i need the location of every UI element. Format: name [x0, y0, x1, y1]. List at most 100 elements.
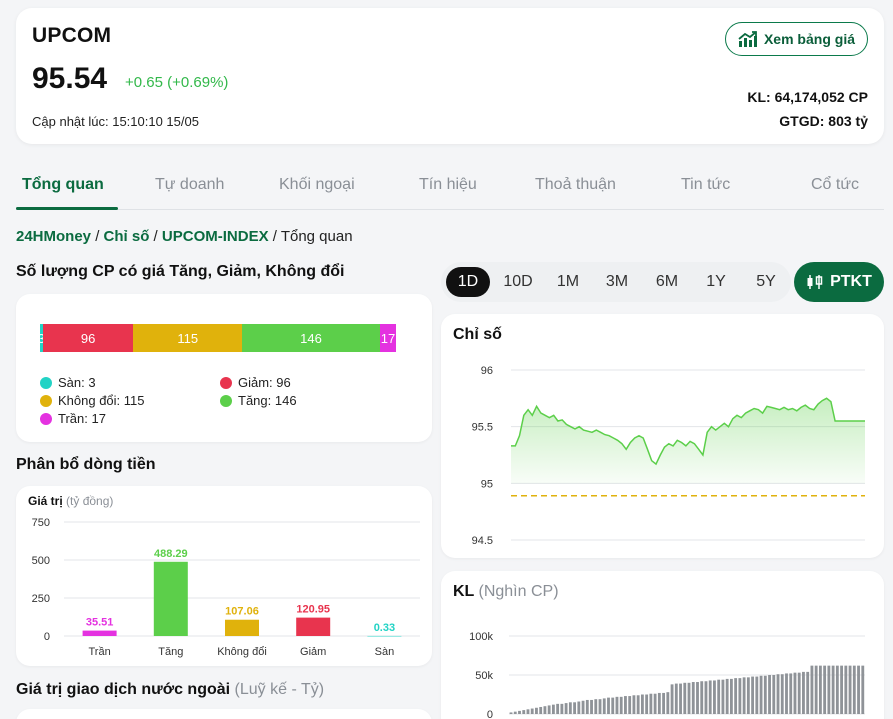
volume-chart-title-main: KL: [453, 583, 475, 600]
index-ytick-3: 96: [481, 365, 493, 377]
range-1m[interactable]: 1M: [556, 273, 580, 290]
breadcrumb: 24HMoney / Chỉ số / UPCOM-INDEX / Tổng q…: [16, 228, 353, 245]
flow-bar-1: [153, 561, 188, 636]
legend-tang-dot: [220, 394, 232, 407]
stock-count-segment-0: 3: [38, 324, 45, 352]
vol-bar-28: [628, 696, 632, 714]
vol-bar-25: [615, 696, 619, 714]
vol-bar-4: [526, 709, 530, 714]
index-price: 95.54: [32, 62, 108, 95]
index-area-fill: [511, 398, 865, 484]
legend-khong-doi-label: Không đổi: 115: [58, 393, 145, 408]
vol-bar-45: [700, 681, 704, 714]
range-3m[interactable]: 3M: [605, 273, 629, 290]
flow-ytick-3: 750: [32, 517, 50, 529]
legend-san: Sàn: 3: [40, 375, 96, 390]
stock-count-segment-1: 96: [42, 324, 134, 352]
vol-bar-3: [522, 710, 526, 714]
index-chart-card: Chỉ số 94.5 95 95.5 96: [441, 314, 884, 558]
vol-bar-82: [857, 665, 860, 714]
vol-bar-32: [645, 694, 649, 714]
vol-bar-41: [683, 682, 687, 714]
vol-ytick-0: 0: [487, 709, 493, 719]
total-value: GTGD: 803 tỷ: [779, 113, 868, 129]
range-1d[interactable]: 1D: [446, 267, 490, 297]
candlestick-icon: [807, 275, 823, 289]
index-change: +0.65 (+0.69%): [125, 74, 229, 91]
vol-bar-79: [844, 665, 848, 714]
vol-ytick-1: 50k: [475, 670, 493, 682]
flow-category-2: Không đổi: [217, 646, 267, 658]
foreign-trade-title-sub: (Luỹ kế - Tỷ): [234, 681, 325, 698]
tab-foreign[interactable]: Khối ngoại: [279, 176, 355, 193]
vol-bar-49: [717, 679, 721, 714]
vol-bar-57: [751, 676, 755, 714]
flow-value-label-2: 107.06: [225, 606, 259, 618]
volume-chart-title: KL (Nghìn CP): [453, 583, 559, 601]
index-ytick-2: 95.5: [472, 422, 493, 434]
money-flow-title: Phân bổ dòng tiền: [16, 456, 156, 473]
ptkt-button[interactable]: PTKT: [794, 262, 884, 302]
vol-bar-29: [632, 695, 636, 714]
tab-overview[interactable]: Tổng quan: [22, 176, 104, 193]
flow-category-1: Tăng: [158, 646, 183, 658]
index-ytick-1: 95: [481, 478, 493, 490]
tab-signals[interactable]: Tín hiệu: [419, 176, 477, 193]
tab-dividends[interactable]: Cổ tức: [811, 176, 860, 193]
vol-bar-61: [768, 675, 771, 714]
stock-count-segment-2: 115: [133, 324, 243, 352]
range-1y[interactable]: 1Y: [706, 273, 726, 290]
flow-value-label-1: 488.29: [154, 548, 188, 560]
vol-bar-18: [585, 699, 589, 714]
money-flow-axis-label: Giá trị: [28, 494, 63, 508]
vol-bar-34: [653, 693, 657, 714]
vol-bar-17: [581, 700, 585, 714]
stock-count-card: 3 96 115 146 17 Sàn: 3 Giảm: 96 Không đổi: 1…: [16, 294, 432, 442]
range-5y[interactable]: 5Y: [756, 273, 776, 290]
tab-news[interactable]: Tin tức: [681, 176, 731, 193]
vol-bar-50: [721, 679, 725, 714]
tab-proprietary[interactable]: Tự doanh: [155, 176, 225, 193]
breadcrumb-home[interactable]: 24HMoney: [16, 228, 92, 245]
tab-negotiated[interactable]: Thoả thuận: [535, 176, 616, 193]
breadcrumb-index[interactable]: UPCOM-INDEX: [161, 228, 269, 245]
active-tab-indicator: [16, 207, 118, 210]
vol-bar-6: [535, 707, 538, 714]
index-chart-title: Chỉ số: [453, 326, 502, 343]
vol-bar-56: [746, 677, 750, 714]
legend-tang-label: Tăng: 146: [238, 393, 297, 408]
vol-bar-76: [831, 665, 835, 714]
vol-bar-19: [590, 699, 593, 714]
vol-bar-33: [649, 693, 653, 714]
vol-bar-12: [560, 703, 564, 714]
vol-bar-77: [835, 665, 839, 714]
stock-count-segment-3: 146: [242, 324, 380, 352]
vol-bar-83: [861, 665, 865, 714]
volume-chart: 0 50k 100k: [469, 631, 865, 719]
range-10d[interactable]: 10D: [503, 273, 533, 290]
vol-bar-20: [594, 699, 598, 714]
breadcrumb-category[interactable]: Chỉ số: [103, 228, 150, 245]
tab-bar: Tổng quan Tự doanh Khối ngoại Tín hiệu T…: [16, 160, 884, 210]
vol-bar-55: [742, 677, 746, 714]
vol-bar-58: [755, 676, 759, 714]
vol-bar-39: [674, 683, 678, 714]
legend-tang: Tăng: 146: [220, 393, 297, 408]
vol-bar-13: [564, 703, 568, 714]
legend-tran-dot: [40, 412, 52, 425]
legend-tran-label: Trần: 17: [58, 411, 106, 426]
vol-bar-31: [640, 694, 644, 714]
legend-san-label: Sàn: 3: [58, 375, 96, 390]
range-selector: 1D 10D 1M 3M 6M 1Y 5Y: [441, 262, 791, 302]
flow-ytick-1: 250: [32, 593, 50, 605]
range-6m[interactable]: 6M: [655, 273, 679, 290]
vol-bar-72: [814, 665, 818, 714]
vol-bar-46: [704, 681, 708, 714]
price-board-button[interactable]: Xem bảng giá: [724, 22, 868, 56]
vol-bar-0: [509, 712, 513, 714]
vol-bar-52: [729, 678, 733, 714]
vol-bar-37: [666, 692, 670, 714]
vol-bar-26: [619, 696, 623, 714]
legend-tran: Trần: 17: [40, 411, 106, 426]
